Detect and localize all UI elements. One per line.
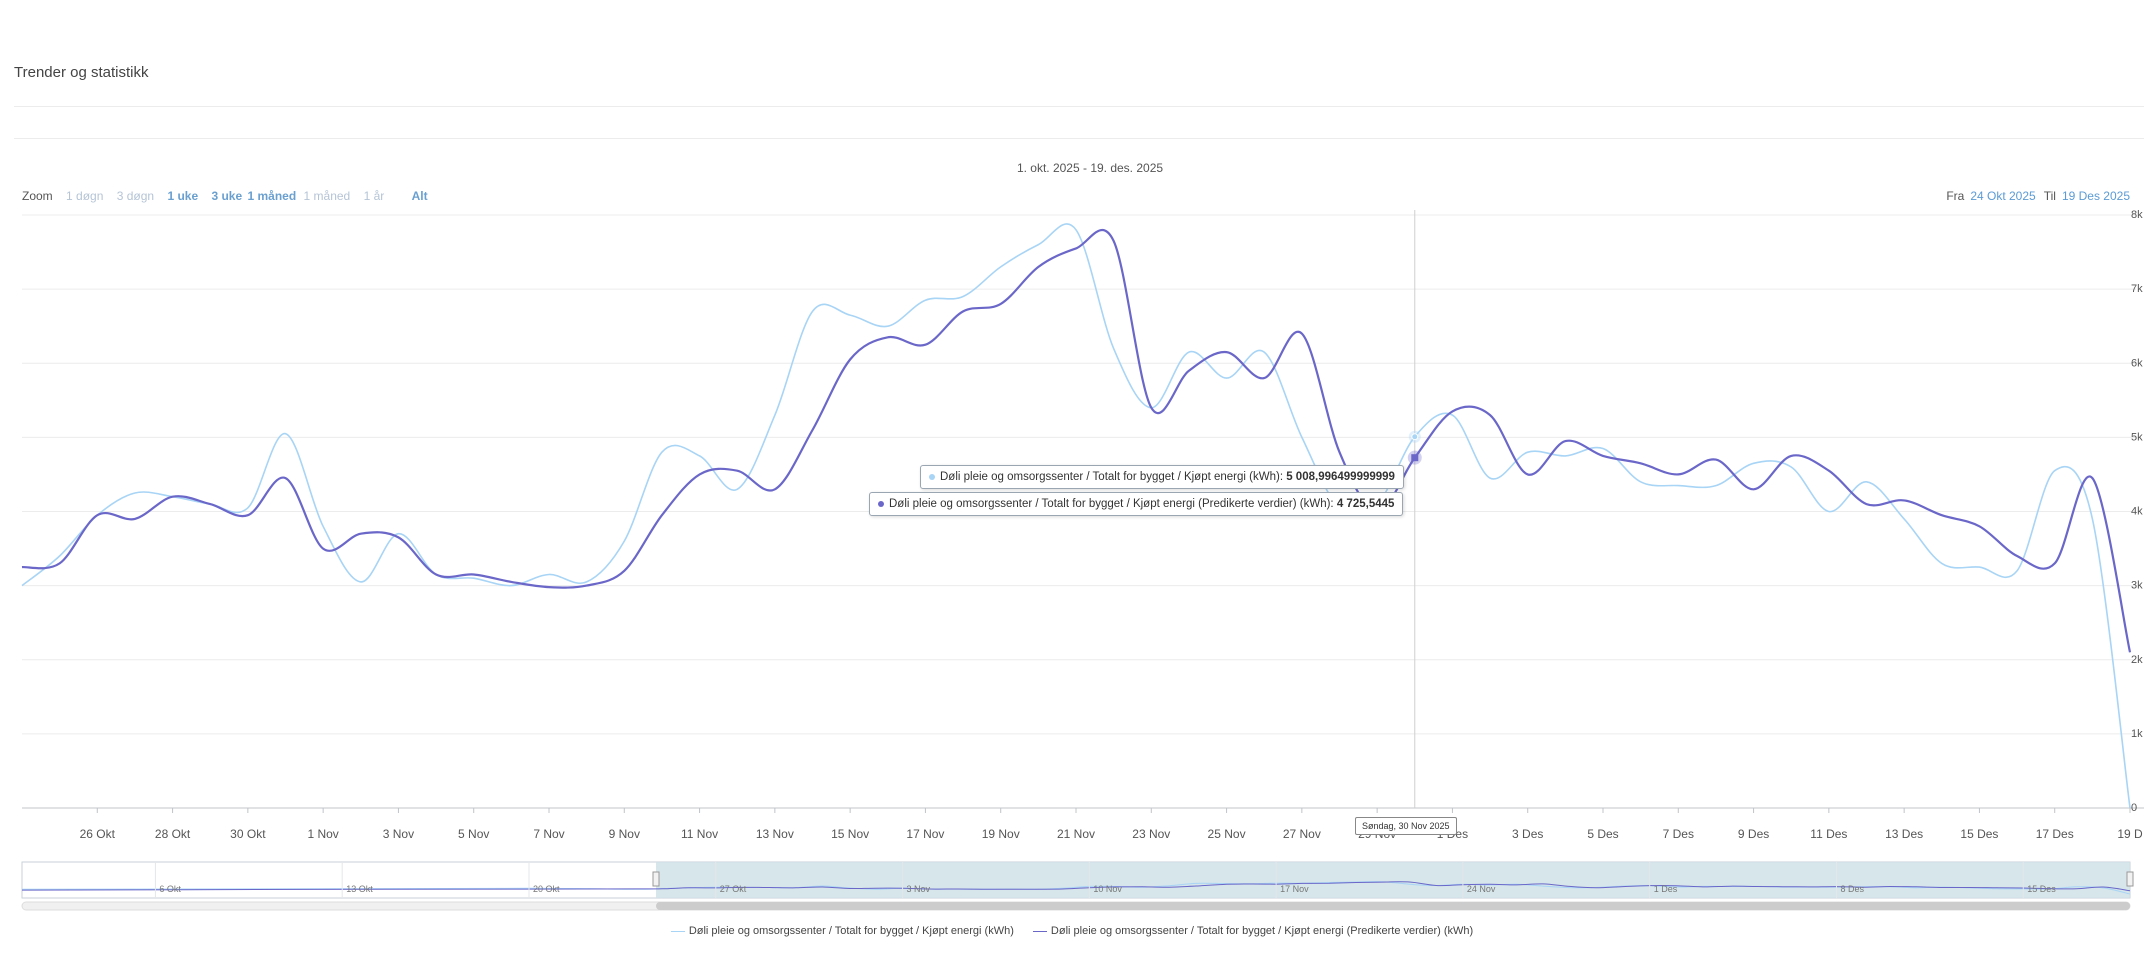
x-tick-label: 23 Nov xyxy=(1132,827,1170,841)
x-tick-label: 11 Nov xyxy=(681,827,718,841)
x-tick-label: 7 Nov xyxy=(533,827,564,841)
navigator-label: 27 Okt xyxy=(720,884,747,894)
navigator-label: 10 Nov xyxy=(1093,884,1122,894)
legend-item-predicted[interactable]: Døli pleie og omsorgssenter / Totalt for… xyxy=(1032,925,1474,937)
legend-swatch-actual xyxy=(670,930,685,932)
y-tick-label: 2k xyxy=(2131,654,2143,666)
y-tick-label: 3k xyxy=(2131,580,2143,592)
from-date-input[interactable]: 24 Okt 2025 xyxy=(1970,189,2036,203)
x-tick-label: 17 Nov xyxy=(906,827,944,841)
y-tick-label: 1k xyxy=(2131,728,2143,740)
legend-item-actual[interactable]: Døli pleie og omsorgssenter / Totalt for… xyxy=(670,925,1014,937)
zoom-3-dogn-button[interactable]: 3 døgn xyxy=(116,189,155,203)
to-label: Til xyxy=(2043,189,2056,203)
chart-area[interactable]: 26 Okt 28 Okt 30 Okt 1 Nov 3 Nov 5 Nov 7 Nov 9 … xyxy=(0,0,2144,920)
zoom-1-aar-button[interactable]: 1 år xyxy=(363,189,385,203)
navigator-label: 13 Okt xyxy=(346,884,373,894)
tooltip-actual-value: 5 008,996499999999 xyxy=(1286,471,1395,483)
series-line-predicted xyxy=(21,228,2132,653)
navigator-series-line xyxy=(21,881,2131,892)
navigator-selected-range xyxy=(656,862,2130,898)
navigator-label: 20 Okt xyxy=(533,884,560,894)
legend-swatch-predicted xyxy=(1032,930,1047,932)
zoom-1-dogn-button[interactable]: 1 døgn xyxy=(66,189,104,203)
to-date-input[interactable]: 19 Des 2025 xyxy=(2061,189,2130,203)
x-tick-label: 19 D xyxy=(2117,827,2143,841)
navigator-label: 17 Nov xyxy=(1280,884,1309,894)
x-tick-label: 21 Nov xyxy=(1057,827,1095,841)
tooltip-actual-label: Døli pleie og omsorgssenter / Totalt for… xyxy=(940,471,1284,483)
zoom-1-maaned-button[interactable]: 1 måned xyxy=(247,189,297,203)
x-tick-label: 17 Des xyxy=(2036,827,2074,841)
zoom-label: Zoom xyxy=(22,189,53,203)
tooltip-predicted: Døli pleie og omsorgssenter / Totalt for… xyxy=(869,492,1404,516)
y-tick-label: 5k xyxy=(2131,431,2143,443)
navigator-label: 15 Des xyxy=(2027,884,2056,894)
x-tick-label: 15 Des xyxy=(1960,827,1998,841)
x-tick-label: 9 Nov xyxy=(609,827,640,841)
chart-range-title: 1. okt. 2025 - 19. des. 2025 xyxy=(1016,161,1164,175)
navigator-label: 8 Des xyxy=(1840,884,1864,894)
series-line-actual xyxy=(21,223,2131,809)
navigator-handle[interactable] xyxy=(2126,871,2134,887)
scrollbar-thumb[interactable] xyxy=(656,902,2130,910)
date-range-selector: Fra 24 Okt 2025 Til 19 Des 2025 xyxy=(1946,189,2130,203)
zoom-maaned-button[interactable]: 1 måned xyxy=(303,189,351,203)
x-tick-label: 13 Nov xyxy=(756,827,794,841)
tooltip-predicted-marker xyxy=(878,500,884,507)
x-tick-label: 26 Okt xyxy=(80,827,116,841)
tooltip-predicted-value: 4 725,5445 xyxy=(1336,498,1395,510)
hover-point-actual xyxy=(1411,433,1419,441)
x-tick-label: 28 Okt xyxy=(155,827,191,841)
from-label: Fra xyxy=(1946,189,1965,203)
navigator-label: 3 Nov xyxy=(907,884,931,894)
crosshair-date-label: Søndag, 30 Nov 2025 xyxy=(1355,817,1457,835)
navigator-label: 24 Nov xyxy=(1467,884,1496,894)
legend: Døli pleie og omsorgssenter / Totalt for… xyxy=(0,925,2144,937)
navigator-label: 1 Des xyxy=(1654,884,1678,894)
y-tick-label: 8k xyxy=(2131,209,2143,221)
x-tick-label: 5 Nov xyxy=(458,827,489,841)
x-tick-label: 3 Nov xyxy=(383,827,414,841)
y-tick-label: 0 xyxy=(2131,802,2137,814)
x-tick-label: 7 Des xyxy=(1663,827,1694,841)
x-tick-label: 27 Nov xyxy=(1283,827,1321,841)
page-title: Trender og statistikk xyxy=(14,64,149,81)
y-tick-label: 6k xyxy=(2131,357,2143,369)
x-tick-label: 25 Nov xyxy=(1208,827,1246,841)
y-tick-label: 7k xyxy=(2131,283,2143,295)
tooltip-actual: Døli pleie og omsorgssenter / Totalt for… xyxy=(920,465,1404,489)
x-tick-label: 9 Des xyxy=(1738,827,1769,841)
x-tick-label: 13 Des xyxy=(1885,827,1923,841)
hover-point-predicted xyxy=(1411,454,1419,462)
y-tick-label: 4k xyxy=(2131,506,2143,518)
x-tick-label: 19 Nov xyxy=(982,827,1020,841)
zoom-1-uke-button[interactable]: 1 uke xyxy=(167,189,199,203)
divider xyxy=(14,138,2144,139)
zoom-alt-button[interactable]: Alt xyxy=(411,189,428,203)
divider xyxy=(14,106,2144,107)
x-tick-label: 5 Des xyxy=(1587,827,1618,841)
legend-label-actual: Døli pleie og omsorgssenter / Totalt for… xyxy=(688,925,1014,937)
tooltip-predicted-label: Døli pleie og omsorgssenter / Totalt for… xyxy=(889,498,1334,510)
x-tick-label: 3 Des xyxy=(1512,827,1543,841)
zoom-3-uke-button[interactable]: 3 uke xyxy=(211,189,243,203)
legend-label-predicted: Døli pleie og omsorgssenter / Totalt for… xyxy=(1050,925,1474,937)
tooltip-actual-marker xyxy=(929,473,935,480)
zoom-bar: Zoom 1 døgn 3 døgn 1 uke 3 uke 1 måned 1… xyxy=(22,189,438,203)
navigator-handle[interactable] xyxy=(652,871,660,887)
navigator-label: 6 Okt xyxy=(159,884,181,894)
x-tick-label: 15 Nov xyxy=(831,827,869,841)
x-tick-label: 30 Okt xyxy=(230,827,266,841)
x-tick-label: 11 Des xyxy=(1810,827,1847,841)
x-tick-label: 1 Nov xyxy=(307,827,338,841)
